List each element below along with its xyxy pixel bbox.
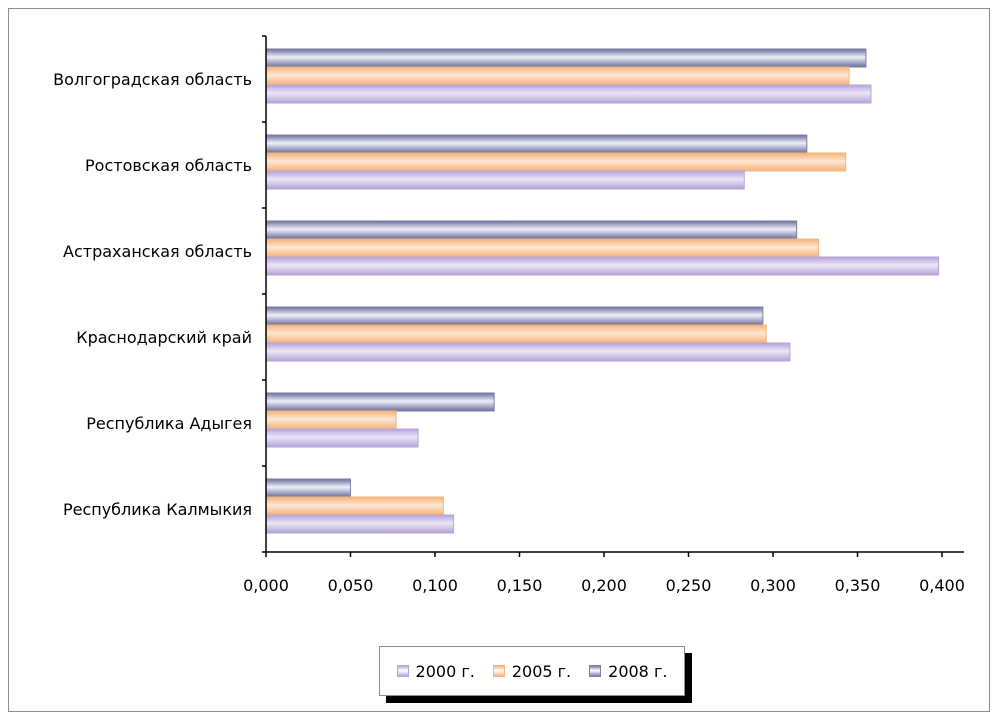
x-tick-label-4: 0,150 — [497, 576, 543, 595]
legend-item-1: 2000 г. — [396, 661, 475, 681]
x-tick-label-9: 0,400 — [919, 576, 965, 595]
category-label-3: Астраханская область — [63, 242, 252, 261]
legend-item-3: 2008 г. — [589, 662, 667, 681]
legend-swatch-1 — [396, 665, 409, 677]
labels-layer: 0,000 0,050 0,100 0,150 0,200 0,250 0,300 0,350… — [53, 70, 965, 595]
bar-4-series-1 — [265, 306, 764, 326]
bar-4-series-3 — [265, 342, 791, 362]
bar-3-series-1 — [265, 220, 798, 240]
bar-5-series-3 — [265, 428, 419, 448]
x-tick-label-5: 0,200 — [581, 576, 627, 595]
category-label-6: Республика Калмыкия — [63, 500, 252, 519]
legend-item-2: 2005 г. — [492, 661, 572, 681]
x-tick-label-6: 0,250 — [666, 576, 712, 595]
bar-6-series-1 — [265, 478, 351, 498]
bar-3-series-2 — [265, 238, 820, 258]
bar-6-series-3 — [265, 514, 455, 534]
x-tick-label-7: 0,300 — [750, 576, 796, 595]
bar-6-series-2 — [265, 496, 444, 516]
x-tick-label-8: 0,350 — [835, 576, 881, 595]
category-label-5: Республика Адыгея — [86, 414, 252, 433]
axes-layer — [262, 35, 964, 557]
legend: 2000 г. 2005 г. 2008 г. — [379, 646, 685, 696]
x-tick-label-3: 0,100 — [412, 576, 458, 595]
legend-swatch-2 — [492, 665, 505, 677]
bar-1-series-2 — [265, 66, 850, 86]
category-label-1: Волгоградская область — [53, 70, 252, 89]
legend-label-2: 2005 г. — [511, 661, 572, 681]
legend-swatch-3 — [589, 665, 602, 677]
bar-2-series-2 — [265, 152, 847, 172]
bar-1-series-3 — [265, 84, 872, 104]
bar-5-series-1 — [265, 392, 495, 412]
x-tick-label-2: 0,050 — [328, 576, 374, 595]
bar-2-series-1 — [265, 134, 808, 154]
legend-label-1: 2000 г. — [415, 661, 475, 681]
bars-layer — [265, 48, 940, 534]
bar-3-series-3 — [265, 256, 940, 276]
legend-label-3: 2008 г. — [608, 661, 668, 681]
bar-4-series-2 — [265, 324, 767, 344]
bar-1-series-1 — [265, 48, 867, 68]
bar-5-series-2 — [265, 410, 397, 430]
x-tick-label-1: 0,000 — [243, 576, 289, 595]
bar-2-series-3 — [265, 170, 745, 190]
category-label-2: Ростовская область — [85, 156, 252, 175]
category-label-4: Краснодарский край — [76, 328, 252, 347]
